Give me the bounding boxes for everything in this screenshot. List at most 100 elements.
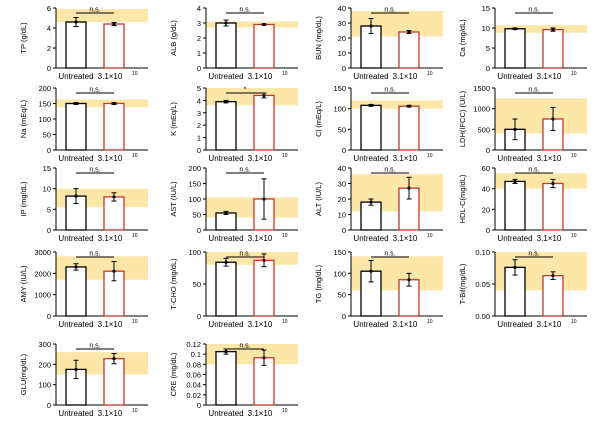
- significance-label: n.s.: [384, 87, 395, 94]
- y-tick-label: 10: [43, 185, 51, 194]
- chart-panel-16: 0 100 200 300 GLU(mg/dL) n.s. Untreated 3.1×10 1…: [19, 340, 148, 418]
- category-label-untreated: Untreated: [353, 72, 388, 81]
- mean-dot: [551, 181, 555, 186]
- mean-dot: [262, 93, 266, 98]
- significance-label: n.s.: [528, 7, 539, 14]
- category-label-treated: 3.1×10: [393, 234, 418, 243]
- y-tick-label: 0: [197, 146, 201, 155]
- category-label-superscript: 10: [282, 153, 288, 159]
- y-tick-label: 300: [38, 340, 51, 349]
- category-label-treated: 3.1×10: [393, 154, 418, 163]
- reference-band: [206, 21, 298, 28]
- y-tick-label: 150: [333, 84, 346, 93]
- bar-untreated: [65, 266, 87, 317]
- y-tick-label: 100: [333, 105, 346, 114]
- mean-dot: [551, 28, 555, 32]
- category-label-untreated: Untreated: [497, 154, 532, 163]
- y-tick-label: 200: [38, 360, 51, 369]
- y-tick-label: 0: [342, 64, 346, 73]
- y-tick-label: 4: [47, 24, 51, 33]
- y-tick-label: 50: [193, 211, 201, 220]
- bar-treated: [398, 105, 420, 151]
- significance-label: n.s.: [89, 343, 100, 350]
- y-tick-label: 100: [38, 115, 51, 124]
- category-label-superscript: 10: [132, 71, 138, 77]
- y-tick-label: 5: [197, 84, 201, 93]
- significance-label: n.s.: [89, 167, 100, 174]
- mean-dot: [112, 101, 116, 106]
- mean-dot: [224, 260, 228, 264]
- y-tick-label: 150: [333, 248, 346, 257]
- category-label-treated: 3.1×10: [98, 72, 123, 81]
- bar-untreated: [360, 104, 382, 151]
- y-axis-label: ALB (g/dL): [169, 20, 178, 56]
- mean-dot: [224, 211, 228, 215]
- category-label-treated: 3.1×10: [248, 72, 273, 81]
- y-tick-label: 100: [38, 381, 51, 390]
- chart-panel-1: 0 1 2 3 4 ALB (g/dL) n.s. Untreated 3.1×10 10: [169, 4, 298, 81]
- mean-dot: [112, 195, 116, 199]
- bar-untreated: [65, 21, 87, 69]
- bar-treated: [103, 102, 125, 151]
- bar-treated: [542, 275, 564, 317]
- chart-panel-6: 0 50 100 150 Cl (mEq/L) n.s. Untreated 3.1×10 10: [314, 84, 443, 163]
- chart-panel-17: 00.020.040.06 0.080.10.12 CRE (mg/dL) n.s. U…: [169, 340, 298, 418]
- bar-treated: [253, 23, 275, 69]
- y-tick-label: 0.12: [186, 340, 201, 349]
- mean-dot: [262, 258, 266, 262]
- category-label-untreated: Untreated: [58, 234, 93, 243]
- category-label-treated: 3.1×10: [98, 154, 123, 163]
- bar-untreated: [504, 28, 526, 69]
- y-tick-label: 200: [38, 84, 51, 93]
- y-tick-label: 0: [342, 226, 346, 235]
- category-label-untreated: Untreated: [353, 234, 388, 243]
- category-label-untreated: Untreated: [208, 409, 243, 418]
- y-axis-label: Na (mEq/L): [19, 99, 28, 138]
- mean-dot: [407, 104, 411, 108]
- category-label-superscript: 10: [282, 71, 288, 77]
- category-label-treated: 3.1×10: [98, 234, 123, 243]
- mean-dot: [407, 278, 411, 282]
- category-label-superscript: 10: [571, 71, 577, 77]
- mean-dot: [262, 22, 266, 27]
- reference-band: [56, 99, 148, 108]
- category-label-untreated: Untreated: [353, 320, 388, 329]
- y-tick-label: 5: [47, 205, 51, 214]
- category-label-superscript: 10: [282, 408, 288, 414]
- y-tick-label: 0.06: [186, 371, 201, 380]
- y-tick-label: 0.08: [186, 360, 201, 369]
- significance-label: n.s.: [239, 251, 250, 258]
- bar-untreated: [215, 100, 237, 151]
- bar-treated: [398, 31, 420, 69]
- mean-dot: [224, 21, 228, 25]
- y-tick-label: 50: [193, 280, 201, 289]
- chart-panel-12: 0 1000 2000 3000 AMY (IU/L) n.s. Untreated 3.1×…: [19, 248, 148, 329]
- y-axis-label: K (mEq/L): [169, 102, 178, 136]
- category-label-superscript: 10: [571, 153, 577, 159]
- category-label-superscript: 10: [571, 319, 577, 325]
- category-label-superscript: 10: [132, 408, 138, 414]
- y-tick-label: 40: [482, 185, 490, 194]
- mean-dot: [224, 100, 228, 104]
- y-axis-label: BUN (mg/dL): [314, 16, 323, 60]
- bar-untreated: [360, 201, 382, 231]
- category-label-untreated: Untreated: [497, 234, 532, 243]
- chart-panel-11: 0 20 40 60 HDL-C(mg/dL) n.s. Untreated 3.1×10 10: [458, 164, 587, 243]
- y-axis-label: ALT (IU/L): [314, 182, 323, 216]
- y-tick-label: 2: [47, 44, 51, 53]
- category-label-untreated: Untreated: [208, 320, 243, 329]
- y-axis-label: IP (mg/dL): [19, 181, 28, 216]
- mean-dot: [407, 186, 411, 190]
- significance-label: n.s.: [89, 87, 100, 94]
- category-label-untreated: Untreated: [497, 72, 532, 81]
- y-tick-label: 5: [486, 44, 490, 53]
- y-tick-label: 20: [338, 34, 346, 43]
- mean-dot: [551, 117, 555, 121]
- y-tick-label: 3: [197, 109, 201, 118]
- category-label-untreated: Untreated: [58, 409, 93, 418]
- mean-dot: [74, 194, 78, 198]
- y-tick-label: 0.10: [475, 248, 490, 257]
- mean-dot: [74, 101, 78, 106]
